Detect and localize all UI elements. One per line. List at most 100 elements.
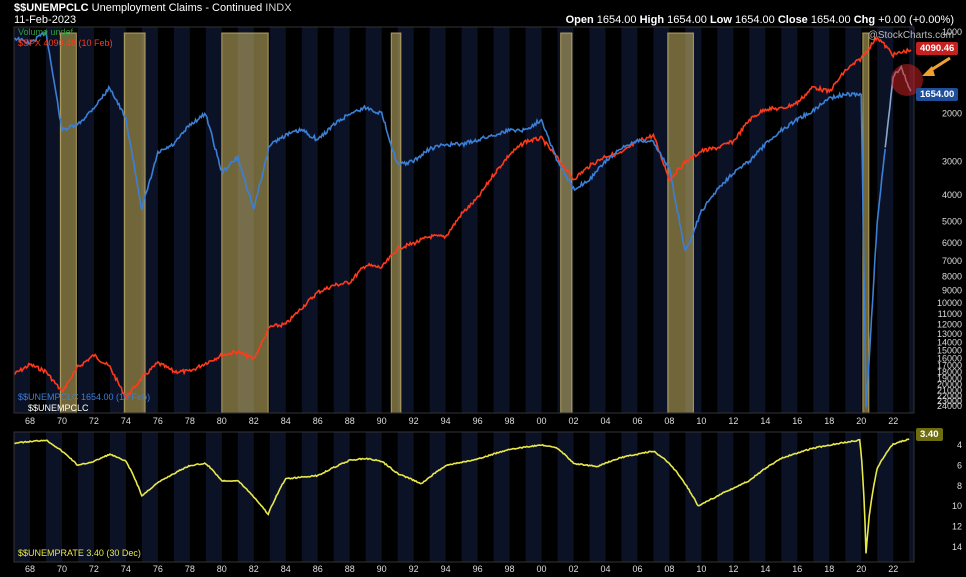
x-tick-label: 68	[25, 564, 35, 574]
year-stripe	[269, 432, 286, 562]
year-stripe	[109, 27, 126, 413]
symbol: $$UNEMPCLC	[14, 2, 89, 14]
x-tick-label: 14	[760, 416, 770, 426]
x-tick-label: 14	[760, 564, 770, 574]
y-tick-label: 6000	[942, 238, 962, 248]
year-stripe	[429, 432, 446, 562]
annotation	[891, 56, 951, 96]
y-tick-label: 21000	[937, 385, 962, 395]
year-stripe	[141, 432, 158, 562]
x-tick-label: 76	[153, 564, 163, 574]
x-tick-label: 88	[345, 416, 355, 426]
claims-value-tag: 1654.00	[916, 88, 959, 101]
year-stripe	[749, 432, 766, 562]
year-stripe	[205, 27, 222, 413]
spx-series-line	[13, 36, 912, 400]
year-stripe	[14, 27, 30, 413]
x-tick-label: 74	[121, 416, 131, 426]
year-stripe	[589, 432, 606, 562]
x-tick-label: 02	[568, 416, 578, 426]
year-stripe	[45, 432, 62, 562]
x-tick-label: 68	[25, 416, 35, 426]
lower-y-tick-label: 6	[957, 460, 962, 470]
x-tick-label: 08	[664, 416, 674, 426]
x-tick-label: 72	[89, 564, 99, 574]
recession-bar	[560, 32, 573, 414]
year-stripe	[717, 432, 734, 562]
recession-bar	[59, 32, 77, 414]
recession-bar	[390, 32, 402, 414]
x-tick-label: 72	[89, 416, 99, 426]
x-tick-label: 06	[632, 564, 642, 574]
year-stripe	[653, 27, 670, 413]
lower-year-stripes	[14, 432, 914, 562]
x-tick-label: 92	[409, 564, 419, 574]
x-tick-label: 04	[600, 564, 610, 574]
highlight-circle	[891, 64, 923, 96]
year-stripe	[173, 432, 190, 562]
x-tick-label: 00	[537, 416, 547, 426]
y-tick-label: 19000	[937, 374, 962, 384]
year-stripe	[205, 432, 222, 562]
x-tick-label: 16	[792, 416, 802, 426]
x-tick-label: 80	[217, 416, 227, 426]
y-tick-label: 14000	[937, 338, 962, 348]
x-tick-label: 92	[409, 416, 419, 426]
lower-y-tick-label: 12	[952, 522, 962, 532]
year-stripe	[909, 27, 914, 413]
open-value: 1654.00	[596, 14, 637, 26]
y-tick-label: 1000	[942, 27, 962, 37]
recession-bar	[123, 32, 146, 414]
year-stripe	[717, 27, 734, 413]
chg-label: Chg	[853, 14, 876, 26]
arrow-head	[922, 66, 935, 76]
spx-value-tag: 4090.46	[916, 42, 959, 55]
x-tick-label: 94	[441, 564, 451, 574]
year-stripe	[429, 27, 446, 413]
y-tick-label: 11000	[938, 309, 962, 319]
x-tick-label: 10	[696, 416, 706, 426]
year-stripe	[141, 27, 158, 413]
y-tick-label: 23000	[937, 396, 962, 406]
unemprate-value-tag: 3.40	[916, 428, 943, 441]
close-label: Close	[777, 14, 808, 26]
year-stripe	[781, 432, 798, 562]
x-tick-label: 86	[313, 564, 323, 574]
x-tick-label: 22	[888, 564, 898, 574]
x-tick-label: 88	[345, 564, 355, 574]
year-stripe	[621, 432, 638, 562]
exchange: INDX	[265, 2, 292, 14]
x-tick-label: 00	[537, 564, 547, 574]
close-value: 1654.00	[810, 14, 851, 26]
year-stripe	[333, 432, 350, 562]
ohlc-readout: Open 1654.00 High 1654.00 Low 1654.00 Cl…	[566, 14, 954, 26]
year-stripe	[845, 432, 862, 562]
x-tick-label: 18	[824, 564, 834, 574]
x-tick-label: 96	[473, 564, 483, 574]
x-tick-label: 84	[281, 416, 291, 426]
year-stripe	[525, 27, 542, 413]
y-tick-label: 12000	[937, 319, 962, 329]
year-stripe	[653, 432, 670, 562]
year-stripe	[493, 27, 510, 413]
unemp-claims-series-line	[13, 28, 886, 408]
high-value: 1654.00	[667, 14, 707, 26]
year-stripe	[909, 432, 914, 562]
year-stripe	[301, 432, 318, 562]
legend-unemprate: $$UNEMPRATE 3.40 (30 Dec)	[18, 548, 141, 558]
x-tick-label: 84	[281, 564, 291, 574]
year-stripe	[109, 432, 126, 562]
year-stripe	[749, 27, 766, 413]
series-name: Unemployment Claims - Continued	[91, 2, 263, 14]
lower-y-tick-label: 8	[957, 481, 962, 491]
x-tick-label: 08	[664, 564, 674, 574]
y-tick-label: 8000	[942, 272, 962, 282]
x-tick-label: 22	[888, 416, 898, 426]
year-stripe	[397, 432, 414, 562]
year-stripe	[525, 432, 542, 562]
y-tick-label: 15000	[937, 346, 962, 356]
y-tick-label: 22000	[937, 391, 962, 401]
upper-x-axis: 68 70 72 74 76 78 80 82 84 86 88 90 92 94 96 98 00 02 04 06…	[25, 416, 898, 426]
y-tick-label: 7000	[942, 256, 962, 266]
